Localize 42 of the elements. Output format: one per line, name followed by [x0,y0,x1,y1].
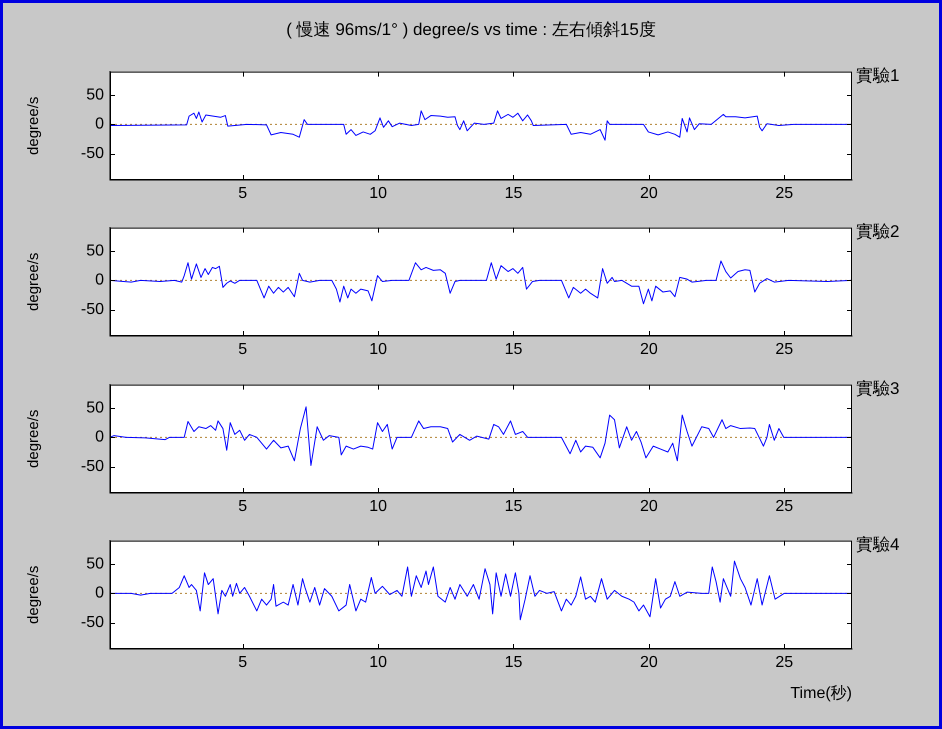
x-tick-label: 15 [504,498,522,516]
y-tick-label: 50 [86,399,104,416]
x-tick-label: 5 [238,341,248,358]
text: 實驗1 [856,65,900,87]
chart-title: ( 慢速 96ms/1° ) degree/s vs time : 左右傾斜15度 [285,19,657,41]
x-tick-label: 15 [504,185,522,202]
x-tick-label: 5 [238,654,248,672]
x-tick-label: 10 [369,498,388,516]
x-tick-label: 15 [504,341,522,358]
y-tick-label: 50 [86,242,104,260]
y-axis-title: degree/s [25,96,42,155]
y-tick-label: -50 [80,458,104,476]
x-tick-label: 10 [369,654,388,672]
x-tick-label: 25 [775,498,794,516]
x-axis-title: Time(秒) [790,684,852,702]
text: 實驗2 [856,221,900,243]
x-tick-label: 20 [640,498,658,516]
y-tick-label: 0 [95,428,104,446]
x-tick-label: 20 [640,185,658,202]
x-tick-label: 25 [775,654,794,672]
y-tick-label: 0 [95,116,104,133]
x-tick-label: 25 [775,341,794,358]
x-tick-label: 10 [369,185,388,202]
y-tick-label: 50 [86,555,104,572]
y-tick-label: 50 [86,86,104,104]
y-axis-title: degree/s [25,566,42,624]
x-tick-label: 20 [640,341,658,358]
x-tick-label: 15 [504,654,522,672]
y-axis-title: degree/s [25,252,42,311]
y-tick-label: -50 [80,301,104,318]
y-tick-label: 0 [95,272,104,289]
x-tick-label: 10 [369,341,388,358]
x-tick-label: 5 [238,498,248,516]
y-tick-label: -50 [80,145,104,162]
y-tick-label: -50 [80,614,104,632]
text: 實驗3 [856,378,900,400]
y-axis-title: degree/s [25,410,42,468]
y-tick-label: 0 [95,584,104,602]
text: 實驗4 [856,534,900,556]
x-tick-label: 20 [640,654,658,672]
x-tick-label: 5 [238,185,248,202]
x-tick-label: 25 [775,185,794,202]
